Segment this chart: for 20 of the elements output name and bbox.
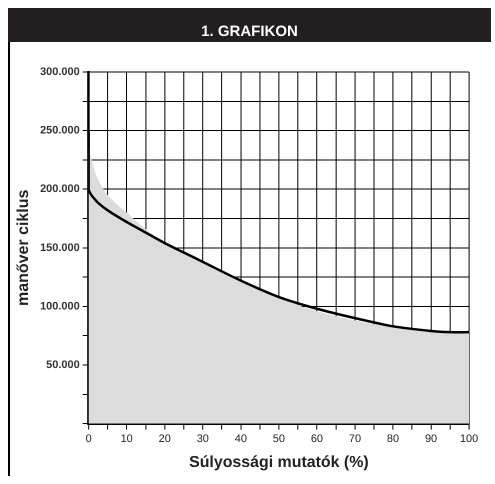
y-tick-label: 300.000 bbox=[40, 66, 80, 78]
x-tick-label: 20 bbox=[158, 433, 171, 446]
x-tick-label: 90 bbox=[424, 433, 438, 446]
x-tick-label: 80 bbox=[386, 433, 400, 446]
x-tick-label: 50 bbox=[272, 433, 285, 446]
x-axis-title: Súlyossági mutatók (%) bbox=[189, 454, 369, 471]
y-axis-title: manőver ciklus bbox=[14, 189, 32, 306]
x-tick-label: 70 bbox=[348, 433, 362, 446]
y-tick-label: 100.000 bbox=[40, 300, 80, 312]
x-tick-label: 40 bbox=[234, 433, 247, 446]
y-tick-label: 50.000 bbox=[46, 359, 80, 372]
chart-title: 1. GRAFIKON bbox=[201, 23, 298, 40]
y-tick-label: 150.000 bbox=[40, 242, 80, 254]
y-tick-label: 250.000 bbox=[40, 124, 80, 137]
x-tick-label: 30 bbox=[196, 433, 209, 446]
x-tick-label: 0 bbox=[86, 433, 92, 446]
x-tick-label: 10 bbox=[120, 433, 133, 446]
x-tick-label: 100 bbox=[460, 433, 478, 446]
x-tick-label: 60 bbox=[310, 433, 323, 446]
y-tick-label: 200.000 bbox=[40, 183, 80, 196]
